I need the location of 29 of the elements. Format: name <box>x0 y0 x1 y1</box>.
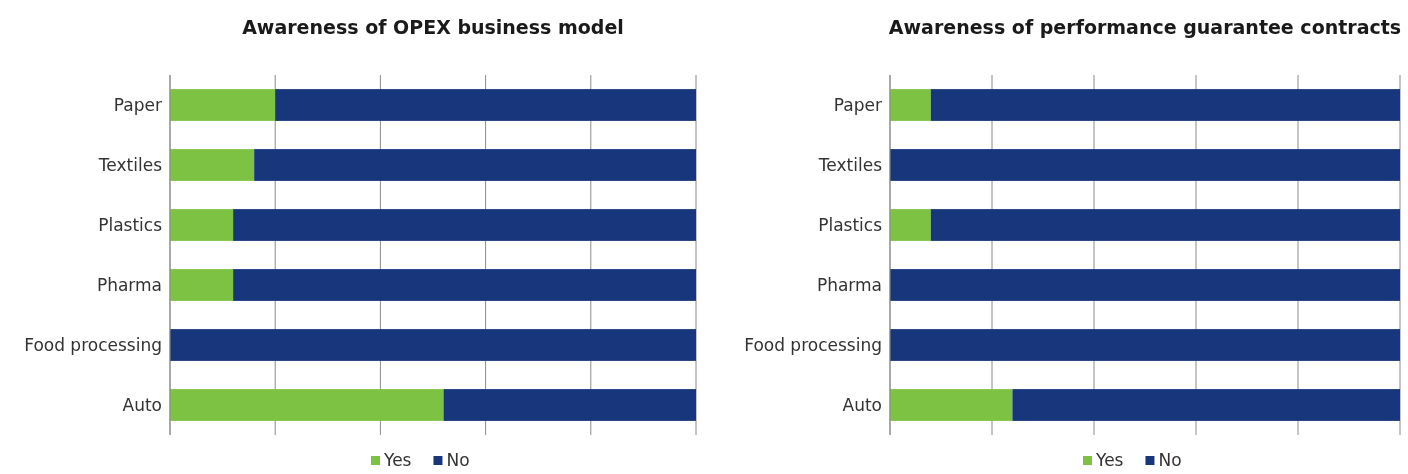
y-tick-label: Textiles <box>817 154 883 175</box>
y-tick-label: Plastics <box>98 214 163 235</box>
bar <box>170 329 696 361</box>
y-tick-label: Food processing <box>24 334 162 355</box>
bar <box>170 209 234 241</box>
bar <box>443 389 696 421</box>
y-tick-label: Auto <box>842 394 882 415</box>
chart-title: Awareness of performance guarantee contracts <box>888 16 1402 38</box>
bar <box>170 389 444 421</box>
legend-label: Yes <box>1095 450 1124 470</box>
y-tick-label: Plastics <box>818 214 883 235</box>
bar <box>170 149 255 181</box>
y-tick-label: Paper <box>833 94 882 115</box>
bar <box>233 209 696 241</box>
bar <box>170 269 234 301</box>
bar <box>254 149 696 181</box>
y-tick-label: Pharma <box>816 274 882 295</box>
legend-label: No <box>1158 450 1182 470</box>
y-tick-label: Food processing <box>744 334 882 355</box>
bar <box>275 89 696 121</box>
bar <box>233 269 696 301</box>
y-tick-label: Auto <box>122 394 162 415</box>
bar <box>170 89 276 121</box>
legend-label: Yes <box>383 450 412 470</box>
legend-label: No <box>446 450 470 470</box>
y-tick-label: Pharma <box>96 274 162 295</box>
y-tick-label: Paper <box>113 94 162 115</box>
y-tick-label: Textiles <box>97 154 163 175</box>
chart-title: Awareness of OPEX business model <box>242 16 624 38</box>
